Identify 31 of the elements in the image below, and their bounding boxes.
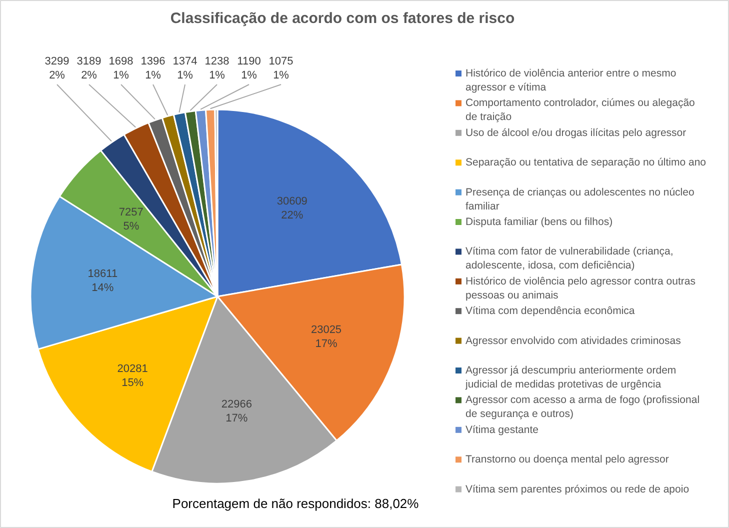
data-label: 3299 2% [44,56,70,82]
legend-label: Separação ou tentativa de separação no último ano [466,156,706,169]
legend-label: Agressor envolvido com atividades criminosas [466,334,681,347]
legend-label: Transtorno ou doença mental pelo agressor [466,454,670,466]
text: Porcentagem de não respondidos: 88,02% [172,496,420,511]
legend-label: Vítima com dependência econômica [466,305,635,318]
legend-label: Vítima com fator de vulnerabilidade (criança, adolescente, idosa, com deficiência) [466,246,674,272]
data-label: 18611 14% [88,268,118,294]
data-label: 1374 1% [172,56,198,82]
data-label: 1396 1% [140,56,166,82]
data-label: 1238 1% [204,56,230,82]
legend-label: Presença de crianças ou adolescentes no núcleo familiar [466,186,694,212]
data-label: 20281 15% [117,362,148,389]
legend-label: Agressor com acesso a arma de fogo (profissional de segurança e outros) [466,394,700,420]
data-label: 23025 17% [310,324,342,350]
data-label: 22966 17% [221,398,252,424]
legend-label: Disputa familiar (bens ou filhos) [466,216,613,228]
legend-label: Comportamento controlador, ciúmes ou alegação de traição [466,97,696,124]
data-label: 30609 22% [276,195,308,222]
data-label: 1190 1% [237,56,261,82]
legend-label: Uso de álcool e/ou drogas ilícitas pelo agressor [466,126,687,139]
data-label: 1698 1% [108,56,134,82]
legend-label: Vítima sem parentes próximos ou rede de apoio [466,483,690,496]
legend-label: Vítima gestante [466,424,539,436]
data-label: 7257 5% [118,206,144,233]
data-label: 1075 1% [268,56,294,82]
chart-title: Classificação de acordo com os fatores de risco [170,10,515,27]
legend-label: Histórico de violência anterior entre o mesmo agressor e vítima [466,68,676,94]
legend-label: Agressor já descumpriu anteriormente ordem judicial de medidas protetivas de urgência [464,364,676,390]
data-label: 3189 2% [76,56,102,82]
legend-label: Histórico de violência pelo agressor contra outras pessoas ou animais [466,275,696,302]
